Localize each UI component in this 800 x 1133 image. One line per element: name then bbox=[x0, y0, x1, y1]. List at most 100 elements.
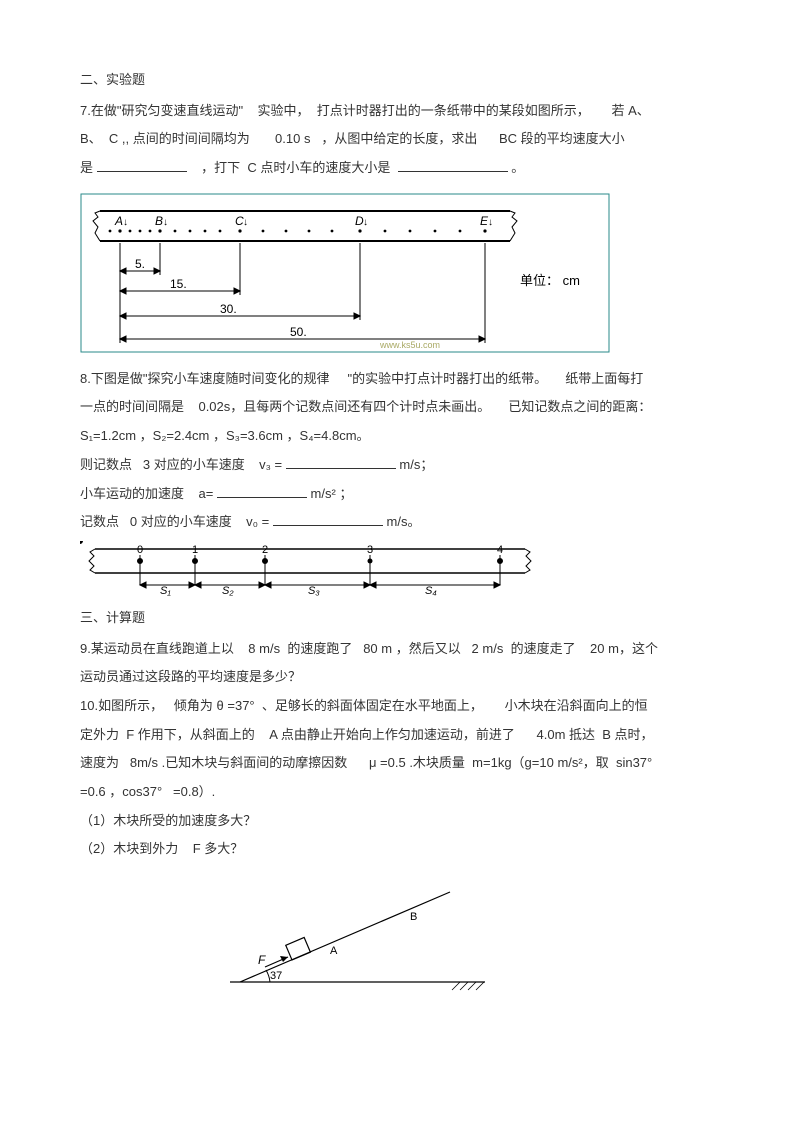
q7-t-l: C 点时小车的速度大小是 bbox=[247, 160, 390, 175]
q10-a: 10.如图所示， bbox=[80, 698, 163, 713]
q7-t-d: 若 A、 bbox=[611, 103, 649, 118]
q10-q1: （1）木块所受的加速度多大？ bbox=[80, 809, 720, 834]
q10-h: 4.0m 抵达 bbox=[537, 727, 596, 742]
fig1-svg: A↓ B↓ C↓ D↓ E↓ 5. 15. 30. 50. 单位： cm www… bbox=[80, 193, 610, 353]
fig2-p4: 4 bbox=[497, 544, 503, 556]
q8-l2b: 0.02s，且每两个记数点间还有四个计时点未画出。 bbox=[198, 399, 490, 414]
q8-l2c: 已知记数点之间的距离： bbox=[508, 399, 651, 414]
q7-t-j: 是 bbox=[80, 160, 93, 175]
q7-t-b: 实验中， bbox=[258, 103, 310, 118]
q8-l4: 则记数点 3 对应的小车速度 v₃ = m/s； bbox=[80, 453, 720, 478]
q7-t-m: 。 bbox=[511, 160, 524, 175]
q9-f: 的速度走了 bbox=[511, 641, 576, 656]
q7-blank2 bbox=[398, 158, 508, 172]
fig1-B: B bbox=[155, 214, 163, 228]
fig1-A-ar: ↓ bbox=[123, 217, 128, 228]
q8-l1a: 8.下图是做"探究小车速度随时间变化的规律 bbox=[80, 371, 329, 386]
q10-k: 8m/s .已知木块与斜面间的动摩擦因数 bbox=[130, 755, 347, 770]
q8-l6a: 记数点 bbox=[80, 514, 119, 529]
q10-j: 速度为 bbox=[80, 755, 119, 770]
fig2-s2: S₂ bbox=[222, 585, 234, 596]
q8-l5a: 小车运动的加速度 bbox=[80, 486, 184, 501]
q10-line2: 定外力 F 作用下，从斜面上的 A 点由静止开始向上作匀加速运动，前进了 4.0… bbox=[80, 723, 720, 748]
fig2-p0: 0 bbox=[137, 544, 143, 556]
q8-l5c: m/s² bbox=[311, 486, 336, 501]
fig1-E-ar: ↓ bbox=[488, 217, 493, 228]
q7-t-a: 7.在做"研究匀变速直线运动" bbox=[80, 103, 243, 118]
q10-line3: 速度为 8m/s .已知木块与斜面间的动摩擦因数 μ =0.5 .木块质量 m=… bbox=[80, 751, 720, 776]
fig3-A: A bbox=[330, 945, 338, 957]
fig2-s1: S₁ bbox=[160, 585, 171, 596]
q8-l5b: a= bbox=[198, 486, 213, 501]
q7-t-h: ，从图中给定的长度，求出 bbox=[321, 131, 477, 146]
q8-l6c: v₀ = bbox=[246, 514, 269, 529]
fig1-A: A bbox=[114, 214, 123, 228]
fig3-svg: 37 F A B bbox=[230, 882, 490, 992]
fig1-unit: 单位： cm bbox=[520, 273, 580, 288]
q7-line3: 是 ，打下 C 点时小车的速度大小是 。 bbox=[80, 156, 720, 181]
q10-line4: =0.6 ，cos37° =0.8）. bbox=[80, 780, 720, 805]
q7-t-f: C ,, 点间的时间间隔均为 bbox=[109, 131, 250, 146]
figure-1: A↓ B↓ C↓ D↓ E↓ 5. 15. 30. 50. 单位： cm www… bbox=[80, 193, 720, 353]
q7-t-i: BC 段的平均速度大小 bbox=[499, 131, 625, 146]
q9-g: 20 m，这个 bbox=[590, 641, 658, 656]
q9-b: 8 m/s bbox=[248, 641, 280, 656]
q9-line2: 运动员通过这段路的平均速度是多少？ bbox=[80, 665, 720, 690]
fig1-m30: 30. bbox=[220, 302, 237, 316]
fig2-p1: 1 bbox=[192, 544, 198, 556]
q10-q2a: （2）木块到外力 bbox=[80, 841, 178, 856]
fig1-m15: 15. bbox=[170, 277, 187, 291]
q9-d: 80 m ，然后又以 bbox=[363, 641, 461, 656]
q9-e: 2 m/s bbox=[472, 641, 504, 656]
q10-c: 、足够长的斜面体固定在水平地面上， bbox=[262, 698, 483, 713]
q10-l: μ =0.5 .木块质量 bbox=[369, 755, 465, 770]
q10-o: =0.6 ，cos37° bbox=[80, 784, 162, 799]
q8-l4d: m/s； bbox=[399, 457, 433, 472]
q8-l2: 一点的时间间隔是 0.02s，且每两个记数点间还有四个计时点未画出。 已知记数点… bbox=[80, 395, 720, 420]
q7-t-g: 0.10 s bbox=[275, 131, 310, 146]
figure-3: 37 F A B bbox=[230, 882, 720, 992]
q8-l2a: 一点的时间间隔是 bbox=[80, 399, 184, 414]
q8-l1b: "的实验中打点计时器打出的纸带。 bbox=[348, 371, 548, 386]
q8-l4c: v₃ = bbox=[259, 457, 282, 472]
q10-q2b: F 多大？ bbox=[193, 841, 244, 856]
q10-q2: （2）木块到外力 F 多大？ bbox=[80, 837, 720, 862]
q7-t-e: B、 bbox=[80, 131, 102, 146]
q8-l3: S₁=1.2cm ，S₂=2.4cm ，S₃=3.6cm ，S₄=4.8cm。 bbox=[80, 424, 720, 449]
fig1-B-ar: ↓ bbox=[163, 217, 168, 228]
figure-2: 0 1 2 3 4 S₁ S₂ S₃ S₄ bbox=[80, 541, 720, 596]
q9-c: 的速度跑了 bbox=[287, 641, 352, 656]
q8-l4b: 3 对应的小车速度 bbox=[143, 457, 245, 472]
fig1-m5: 5. bbox=[135, 257, 145, 271]
fig1-wm: www.ks5u.com bbox=[379, 340, 440, 350]
q8-blank-v0 bbox=[273, 512, 383, 526]
fig2-svg: 0 1 2 3 4 S₁ S₂ S₃ S₄ bbox=[80, 541, 540, 596]
q8-l5: 小车运动的加速度 a= m/s² ； bbox=[80, 482, 720, 507]
section-3-title: 三、计算题 bbox=[80, 606, 720, 631]
q10-g: A 点由静止开始向上作匀加速运动，前进了 bbox=[269, 727, 515, 742]
q10-p: =0.8）. bbox=[173, 784, 215, 799]
fig2-p2: 2 bbox=[262, 544, 268, 556]
fig3-B: B bbox=[410, 911, 417, 923]
q7-line2: B、 C ,, 点间的时间间隔均为 0.10 s ，从图中给定的长度，求出 BC… bbox=[80, 127, 720, 152]
q10-i: B 点时， bbox=[602, 727, 653, 742]
q8-l6: 记数点 0 对应的小车速度 v₀ = m/s。 bbox=[80, 510, 720, 535]
q10-b: 倾角为 θ =37° bbox=[174, 698, 255, 713]
q9-line1: 9.某运动员在直线跑道上以 8 m/s 的速度跑了 80 m ，然后又以 2 m… bbox=[80, 637, 720, 662]
q7-t-c: 打点计时器打出的一条纸带中的某段如图所示， bbox=[317, 103, 590, 118]
q7-line1: 7.在做"研究匀变速直线运动" 实验中， 打点计时器打出的一条纸带中的某段如图所… bbox=[80, 99, 720, 124]
q8-l1: 8.下图是做"探究小车速度随时间变化的规律 "的实验中打点计时器打出的纸带。 纸… bbox=[80, 367, 720, 392]
fig3-F: F bbox=[258, 953, 266, 967]
fig2-s3: S₃ bbox=[308, 585, 320, 596]
q8-l6b: 0 对应的小车速度 bbox=[130, 514, 232, 529]
q8-blank-a bbox=[217, 484, 307, 498]
fig3-ang: 37 bbox=[270, 970, 282, 982]
fig2-p3: 3 bbox=[367, 544, 373, 556]
q7-blank1 bbox=[97, 158, 187, 172]
q10-m: m=1kg（g=10 m/s²，取 bbox=[472, 755, 609, 770]
q10-f: F 作用下，从斜面上的 bbox=[126, 727, 255, 742]
q8-blank-v3 bbox=[286, 455, 396, 469]
q10-line1: 10.如图所示， 倾角为 θ =37° 、足够长的斜面体固定在水平地面上， 小木… bbox=[80, 694, 720, 719]
fig1-D-ar: ↓ bbox=[363, 217, 368, 228]
q7-t-k: ，打下 bbox=[201, 160, 240, 175]
